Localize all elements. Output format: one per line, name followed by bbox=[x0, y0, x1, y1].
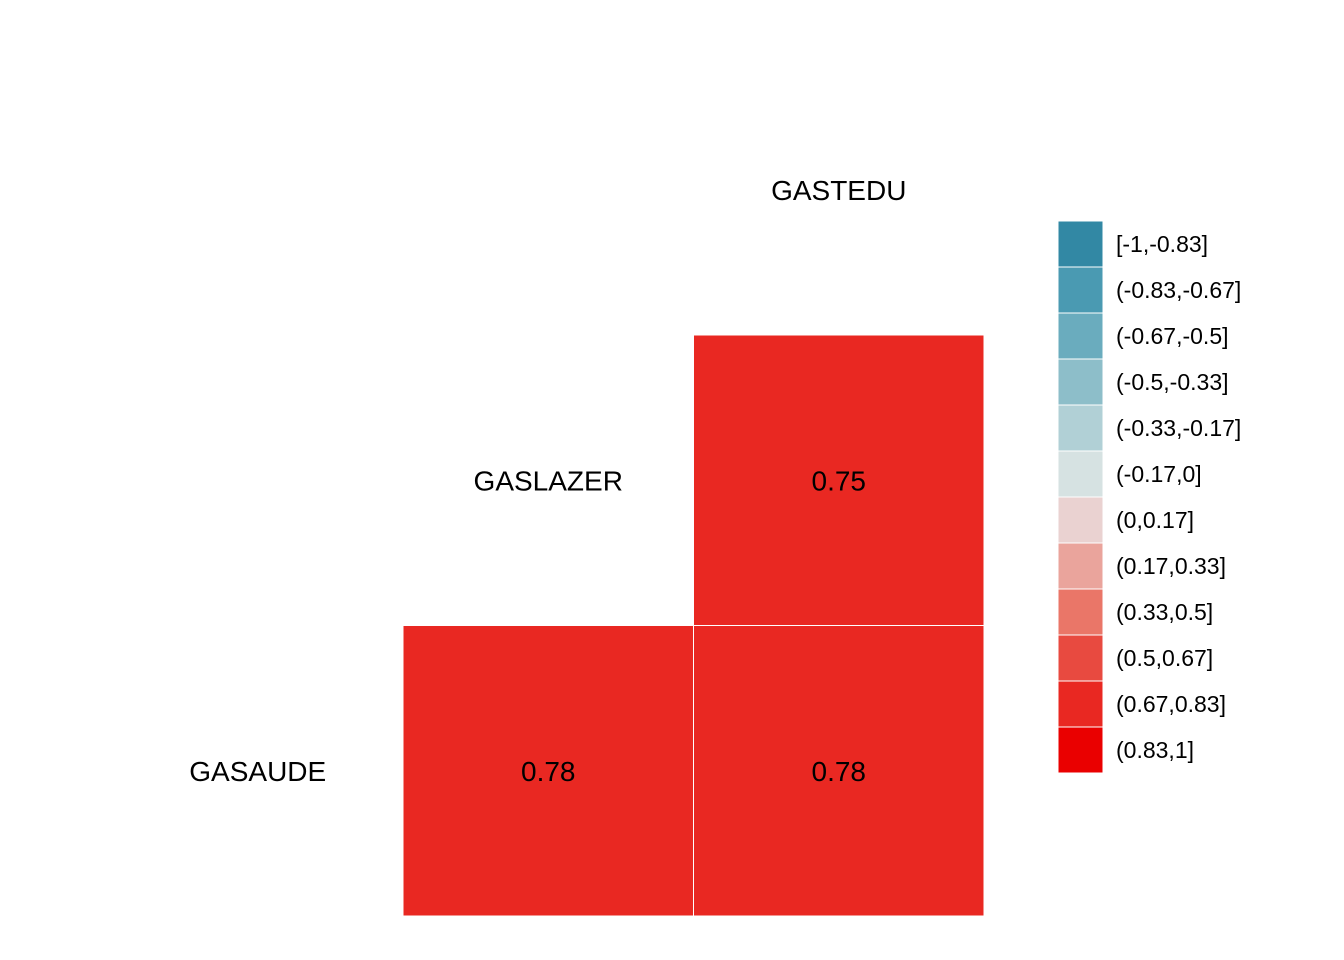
heatmap-cell-gasaude-gaslazer bbox=[402, 625, 694, 917]
legend-swatch bbox=[1057, 542, 1104, 590]
legend-label: [-1,-0.83] bbox=[1116, 231, 1208, 257]
heatmap-cells: 0.75 0.78 0.78 bbox=[402, 334, 985, 917]
legend-swatch bbox=[1057, 312, 1104, 360]
legend-swatch bbox=[1057, 634, 1104, 682]
legend-label: (0.5,0.67] bbox=[1116, 645, 1213, 671]
legend-swatch bbox=[1057, 680, 1104, 728]
legend-swatch bbox=[1057, 358, 1104, 406]
heatmap-cell-gasaude-gastedu bbox=[693, 625, 985, 917]
legend-swatch bbox=[1057, 450, 1104, 498]
variable-label-gastedu: GASTEDU bbox=[771, 175, 906, 206]
variable-label-gasaude: GASAUDE bbox=[189, 756, 326, 787]
cell-value-label: 0.78 bbox=[521, 756, 576, 787]
legend-label: (-0.83,-0.67] bbox=[1116, 277, 1241, 303]
legend-label: (0.17,0.33] bbox=[1116, 553, 1226, 579]
cell-value-label: 0.75 bbox=[812, 465, 867, 496]
legend-label: (0.67,0.83] bbox=[1116, 691, 1226, 717]
legend-swatch bbox=[1057, 220, 1104, 268]
legend: [-1,-0.83] (-0.83,-0.67] (-0.67,-0.5] (-0.5… bbox=[1057, 220, 1241, 774]
legend-label: (0.33,0.5] bbox=[1116, 599, 1213, 625]
legend-swatch bbox=[1057, 588, 1104, 636]
legend-swatch bbox=[1057, 404, 1104, 452]
legend-label: (-0.67,-0.5] bbox=[1116, 323, 1229, 349]
legend-swatch bbox=[1057, 266, 1104, 314]
legend-swatch bbox=[1057, 496, 1104, 544]
variable-label-gaslazer: GASLAZER bbox=[474, 465, 623, 496]
cell-value-label: 0.78 bbox=[812, 756, 867, 787]
legend-label: (-0.17,0] bbox=[1116, 461, 1202, 487]
legend-swatch bbox=[1057, 726, 1104, 774]
heatmap-cell-gaslazer-gastedu bbox=[693, 334, 985, 626]
legend-label: (-0.5,-0.33] bbox=[1116, 369, 1229, 395]
legend-label: (0.83,1] bbox=[1116, 737, 1194, 763]
legend-label: (-0.33,-0.17] bbox=[1116, 415, 1241, 441]
legend-label: (0,0.17] bbox=[1116, 507, 1194, 533]
variable-labels: GASAUDE GASLAZER GASTEDU bbox=[189, 175, 906, 787]
